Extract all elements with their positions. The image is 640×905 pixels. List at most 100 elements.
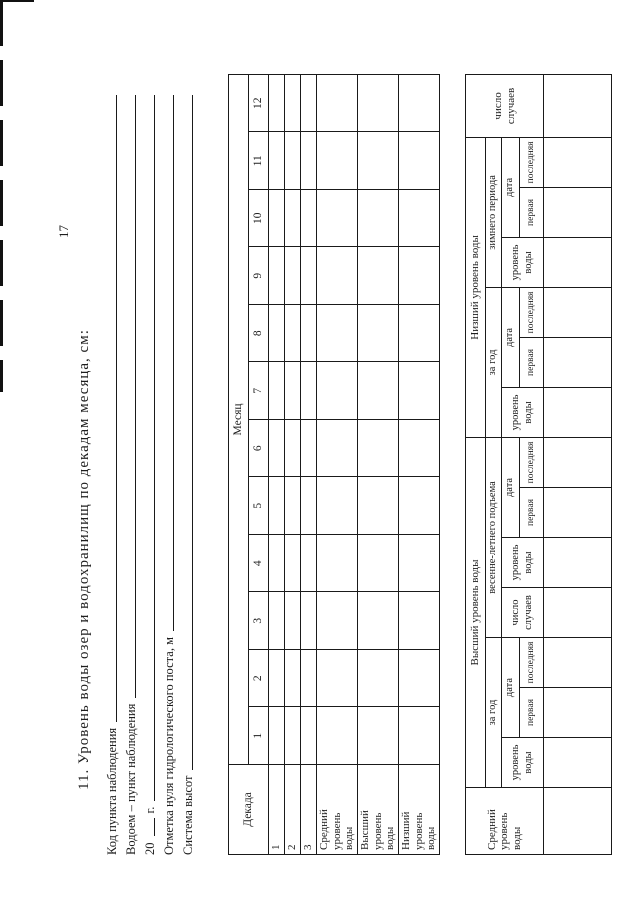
empty-data-cell [316, 707, 358, 765]
empty-data-cell [268, 707, 285, 765]
rotated-page-content: 17 11. Уровень воды озер и водохранилищ … [20, 20, 620, 880]
row-label-avg-level: Средний уровень воды [316, 764, 358, 855]
empty-data-cell [316, 649, 358, 707]
empty-data-cell [543, 437, 612, 488]
header-form: Код пункта наблюдения Водоем – пункт наб… [104, 95, 199, 855]
fill-line [123, 95, 136, 698]
water-level-header: уровень воды [501, 537, 544, 588]
fill-line [104, 95, 117, 722]
highest-water-level-header: Высший уровень воды [465, 437, 486, 788]
empty-data-cell [543, 187, 612, 238]
form-field-year: 20 г. [142, 95, 161, 855]
empty-data-cell [300, 247, 317, 305]
empty-data-cell [284, 534, 301, 592]
date-last-header: последняя [519, 137, 544, 188]
empty-data-cell [357, 362, 399, 420]
empty-data-cell [316, 477, 358, 535]
empty-data-cell [316, 247, 358, 305]
empty-data-cell [543, 287, 612, 338]
empty-data-cell [284, 477, 301, 535]
water-level-header: уровень воды [501, 737, 544, 788]
empty-data-cell [543, 387, 612, 438]
empty-data-cell [398, 707, 440, 765]
date-first-header: первая [519, 487, 544, 538]
empty-data-cell [268, 649, 285, 707]
empty-data-cell [284, 362, 301, 420]
empty-data-cell [357, 592, 399, 650]
fill-line [161, 95, 174, 632]
row-label-decade-2: 2 [284, 764, 301, 855]
per-year-header: за год [485, 637, 502, 788]
empty-data-cell [268, 534, 285, 592]
empty-data-cell [300, 592, 317, 650]
page-number: 17 [56, 225, 71, 238]
empty-data-cell [284, 649, 301, 707]
empty-data-cell [398, 534, 440, 592]
empty-data-cell [398, 304, 440, 362]
empty-data-cell [398, 132, 440, 190]
empty-data-cell [543, 637, 612, 688]
field-label: г. [143, 806, 157, 814]
empty-data-cell [268, 477, 285, 535]
empty-data-cell [398, 362, 440, 420]
empty-data-cell [300, 362, 317, 420]
month-number-header: 1 [248, 707, 269, 765]
year-blank-line [142, 818, 155, 837]
field-label: Отметка нуля гидрологического поста, м [162, 637, 176, 855]
month-number-header: 9 [248, 247, 269, 305]
month-number-header: 11 [248, 132, 269, 190]
empty-data-cell [284, 707, 301, 765]
empty-data-cell [268, 304, 285, 362]
date-header: дата [501, 637, 520, 738]
empty-data-cell [284, 247, 301, 305]
form-field-height-system: Система высот [180, 95, 199, 855]
decade-header: Декада [228, 764, 269, 855]
empty-data-cell [543, 787, 612, 855]
date-last-header: последняя [519, 287, 544, 338]
empty-data-cell [398, 649, 440, 707]
empty-data-cell [284, 592, 301, 650]
empty-data-cell [398, 477, 440, 535]
empty-data-cell [316, 132, 358, 190]
month-number-header: 5 [248, 477, 269, 535]
empty-data-cell [316, 304, 358, 362]
month-number-header: 2 [248, 649, 269, 707]
empty-data-cell [357, 74, 399, 132]
empty-data-cell [300, 304, 317, 362]
empty-data-cell [268, 362, 285, 420]
date-first-header: первая [519, 687, 544, 738]
empty-data-cell [543, 74, 612, 138]
empty-data-cell [284, 419, 301, 477]
empty-data-cell [316, 419, 358, 477]
empty-data-cell [268, 189, 285, 247]
date-last-header: последняя [519, 637, 544, 688]
empty-data-cell [268, 419, 285, 477]
lowest-water-level-header: Низший уровень воды [465, 137, 486, 438]
month-number-header: 3 [248, 592, 269, 650]
empty-data-cell [398, 419, 440, 477]
fill-line [180, 95, 193, 770]
empty-data-cell [284, 132, 301, 190]
num-cases-header: число случаев [465, 74, 544, 138]
date-header: дата [501, 137, 520, 238]
empty-data-cell [284, 74, 301, 132]
field-label: Водоем – пункт наблюдения [124, 703, 138, 855]
month-number-header: 6 [248, 419, 269, 477]
row-label-lowest-level: Низший уровень воды [398, 764, 440, 855]
empty-data-cell [268, 74, 285, 132]
empty-data-cell [543, 587, 612, 638]
empty-data-cell [300, 132, 317, 190]
empty-data-cell [543, 137, 612, 188]
per-year-header: за год [485, 287, 502, 438]
annual-extremes-table: Средний уровень воды Высший уровень воды… [465, 73, 612, 855]
month-number-header: 4 [248, 534, 269, 592]
empty-data-cell [300, 477, 317, 535]
empty-data-cell [316, 74, 358, 132]
empty-data-cell [268, 247, 285, 305]
empty-data-cell [300, 74, 317, 132]
empty-data-cell [543, 337, 612, 388]
section-title: 11. Уровень воды озер и водохранилищ по … [76, 329, 92, 790]
empty-data-cell [357, 132, 399, 190]
empty-data-cell [543, 487, 612, 538]
